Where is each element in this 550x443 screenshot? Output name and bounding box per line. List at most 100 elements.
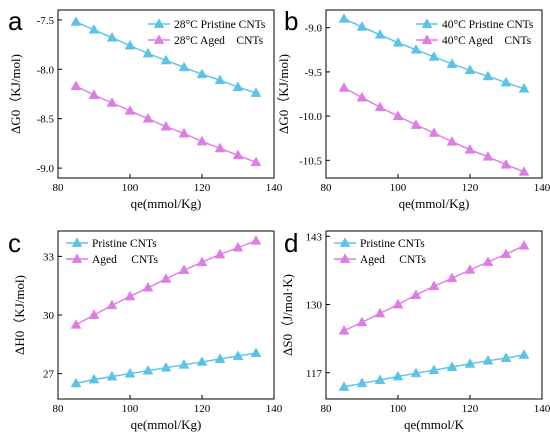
data-point-pristine <box>356 21 368 31</box>
data-point-pristine <box>464 358 476 368</box>
legend-marker <box>153 18 165 28</box>
panel-letter: d <box>284 228 298 258</box>
data-point-pristine <box>178 359 190 369</box>
y-tick-label: 30 <box>43 310 55 322</box>
data-point-aged <box>482 151 494 161</box>
x-axis-label: qe(mmol/K <box>404 417 465 432</box>
x-axis-label: qe(mmol/Kg) <box>131 196 202 211</box>
legend-label: 40°C Aged CNTs <box>442 35 532 47</box>
legend-marker <box>339 253 351 263</box>
y-tick-label: 33 <box>43 251 55 263</box>
x-tick-label: 100 <box>390 182 407 194</box>
plot-frame <box>325 230 543 400</box>
data-point-pristine <box>410 44 422 54</box>
data-point-aged <box>160 120 172 131</box>
data-point-aged <box>482 256 494 266</box>
data-point-aged <box>446 136 458 146</box>
data-point-aged <box>410 119 422 129</box>
y-tick-label: 27 <box>43 369 55 381</box>
data-point-pristine <box>232 350 244 360</box>
data-point-pristine <box>178 61 190 72</box>
y-tick-label: 143 <box>306 231 323 243</box>
data-point-aged <box>106 97 118 107</box>
legend-marker <box>71 253 83 263</box>
data-point-pristine <box>500 76 512 87</box>
data-point-pristine <box>70 377 82 388</box>
data-point-aged <box>232 149 244 160</box>
data-point-aged <box>196 135 208 146</box>
panel-letter: b <box>284 6 298 36</box>
legend-label: Aged CNTs <box>360 254 426 266</box>
legend-marker <box>153 34 165 44</box>
x-tick-label: 120 <box>194 182 211 194</box>
data-point-aged <box>250 156 262 167</box>
y-tick-label: -9.5 <box>305 67 323 79</box>
legend-marker <box>339 237 351 247</box>
data-point-pristine <box>214 353 226 363</box>
data-point-pristine <box>106 370 118 381</box>
legend-label: 28°C Pristine CNTs <box>174 19 266 31</box>
data-point-pristine <box>88 24 100 34</box>
chart-panel-c: c 80 100 120 140 27 30 33 qe(mmol/Kg) ΔH0（KJ/mol)… <box>8 228 283 432</box>
y-tick-label: -9.0 <box>305 23 323 35</box>
legend-label: Pristine CNTs <box>360 238 425 250</box>
data-point-aged <box>196 256 208 267</box>
data-point-pristine <box>356 377 368 388</box>
data-point-aged <box>374 101 386 112</box>
data-point-pristine <box>160 54 172 65</box>
data-point-aged <box>518 239 530 250</box>
data-point-aged <box>88 89 100 99</box>
data-point-aged <box>178 127 190 138</box>
chart-panel-d: d 80 100 120 140 117 130 143 qe(mmol/K ΔS0（J/mol·… <box>280 228 550 432</box>
data-point-aged <box>374 307 386 318</box>
data-point-aged <box>214 248 226 259</box>
y-axis-label: ΔS0（J/mol·K) <box>280 274 295 356</box>
x-tick-label: 80 <box>53 403 65 415</box>
data-point-pristine <box>392 370 404 381</box>
y-tick-label: -8.5 <box>37 114 55 126</box>
data-point-pristine <box>482 354 494 365</box>
data-point-pristine <box>232 81 244 91</box>
data-point-aged <box>250 235 262 245</box>
legend-marker <box>421 34 433 44</box>
data-point-aged <box>428 127 440 137</box>
x-tick-label: 100 <box>122 182 139 194</box>
x-tick-label: 80 <box>321 182 333 194</box>
data-point-aged <box>356 91 368 102</box>
y-tick-label: -10.5 <box>299 155 322 167</box>
data-point-pristine <box>338 381 350 391</box>
data-point-pristine <box>142 364 154 375</box>
data-point-pristine <box>446 58 458 68</box>
x-tick-label: 120 <box>462 403 479 415</box>
y-tick-label: 130 <box>306 300 323 312</box>
x-axis-label: qe(mmol/Kg) <box>131 417 202 432</box>
data-point-aged <box>88 309 100 319</box>
data-point-pristine <box>70 16 82 26</box>
chart-panel-b: b 80 100 120 140 -10.5 -10.0 -9.5 -9.0 qe(mmol/Kg… <box>276 6 550 211</box>
data-point-pristine <box>124 39 136 50</box>
data-point-aged <box>356 316 368 327</box>
data-point-pristine <box>196 356 208 366</box>
panel-letter: c <box>8 228 21 258</box>
data-point-aged <box>500 159 512 169</box>
data-point-aged <box>428 280 440 291</box>
data-point-aged <box>464 264 476 274</box>
data-point-pristine <box>374 374 386 384</box>
data-point-aged <box>124 105 136 115</box>
data-point-aged <box>178 264 190 274</box>
x-tick-label: 120 <box>462 182 479 194</box>
data-point-pristine <box>482 70 494 81</box>
data-point-aged <box>392 110 404 120</box>
y-tick-label: -10.0 <box>299 111 322 123</box>
x-axis-label: qe(mmol/Kg) <box>399 196 470 211</box>
data-point-pristine <box>196 68 208 79</box>
legend-marker <box>71 237 83 247</box>
data-point-pristine <box>250 347 262 357</box>
data-point-aged <box>70 80 82 90</box>
data-point-pristine <box>338 13 350 23</box>
y-tick-label: 117 <box>306 368 323 380</box>
x-tick-label: 80 <box>321 403 333 415</box>
x-tick-label: 100 <box>122 403 139 415</box>
data-point-pristine <box>464 64 476 75</box>
